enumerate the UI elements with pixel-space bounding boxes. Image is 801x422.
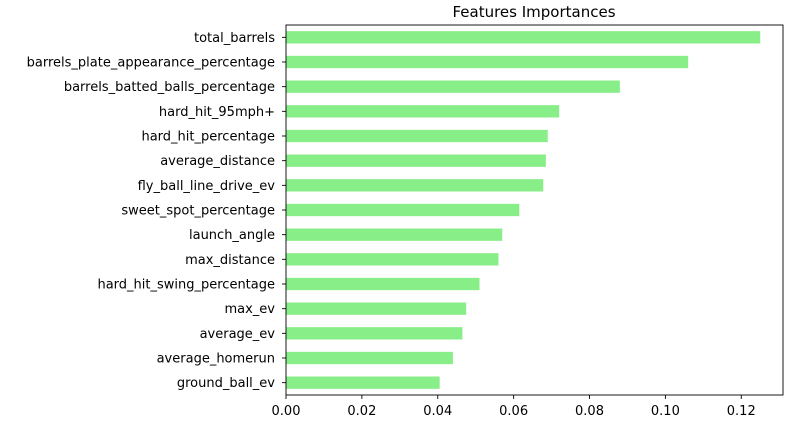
y-tick-label: sweet_spot_percentage xyxy=(121,204,275,219)
bar-max_distance xyxy=(286,253,499,266)
bars-group xyxy=(286,31,761,389)
bar-barrels_plate_appearance_percentage xyxy=(286,55,689,69)
plot-frame xyxy=(285,24,784,396)
bar-ground_ball_ev xyxy=(286,376,440,389)
bar-fly_ball_line_drive_ev xyxy=(286,179,544,192)
bar-max_ev xyxy=(286,302,467,315)
y-tick-label: hard_hit_95mph+ xyxy=(159,105,275,120)
y-tick-label: average_homerun xyxy=(157,352,275,367)
y-tick-label: total_barrels xyxy=(194,31,275,46)
x-tick-label: 0.04 xyxy=(423,404,452,419)
x-tick-label: 0.10 xyxy=(651,404,680,419)
y-tick-label: ground_ball_ev xyxy=(177,376,275,391)
bar-launch_angle xyxy=(286,228,503,241)
chart-title: Features Importances xyxy=(452,3,615,21)
bar-average_distance xyxy=(286,154,546,167)
bar-total_barrels xyxy=(286,31,761,44)
bar-sweet_spot_percentage xyxy=(286,203,520,217)
x-tick-label: 0.08 xyxy=(575,404,604,419)
bar-average_homerun xyxy=(286,351,453,365)
y-tick-label: barrels_batted_balls_percentage xyxy=(64,80,275,95)
bar-hard_hit_percentage xyxy=(286,129,548,143)
bar-average_ev xyxy=(286,327,463,340)
y-tick-label: max_distance xyxy=(185,253,275,268)
y-tick-label: barrels_plate_appearance_percentage xyxy=(27,56,275,71)
bar-hard_hit_95mph+ xyxy=(286,105,560,118)
x-tick-label: 0.06 xyxy=(499,404,528,419)
y-tick-label: max_ev xyxy=(224,302,275,317)
x-tick-label: 0.02 xyxy=(347,404,376,419)
x-tick-label: 0.12 xyxy=(727,404,756,419)
y-tick-label: launch_angle xyxy=(189,228,275,243)
y-tick-label: hard_hit_percentage xyxy=(141,130,275,145)
x-tick-label: 0.00 xyxy=(272,404,301,419)
x-axis-ticks: 0.00 0.02 0.04 0.06 0.08 0.10 0.12 xyxy=(272,395,756,419)
y-tick-label: average_ev xyxy=(200,327,276,342)
bar-hard_hit_swing_percentage xyxy=(286,277,480,291)
bar-barrels_batted_balls_percentage xyxy=(286,80,620,93)
y-tick-label: fly_ball_line_drive_ev xyxy=(138,179,276,194)
y-tick-label: hard_hit_swing_percentage xyxy=(97,278,275,293)
y-axis-ticks: total_barrels barrels_plate_appearance_pe… xyxy=(27,31,286,391)
y-tick-label: average_distance xyxy=(160,154,275,169)
